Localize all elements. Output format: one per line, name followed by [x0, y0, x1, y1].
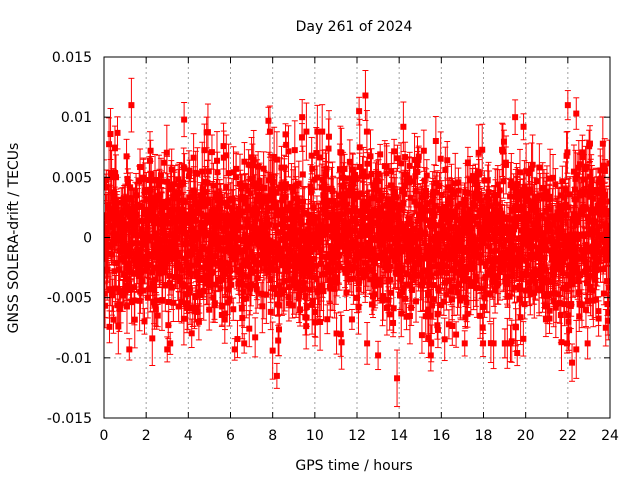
y-tick-label: 0: [83, 231, 92, 247]
data-point: [360, 146, 367, 197]
y-tick-label: -0.01: [56, 351, 92, 367]
data-point: [233, 151, 240, 187]
x-tick-label: 0: [100, 428, 109, 444]
data-point: [573, 319, 580, 379]
data-point: [512, 99, 519, 135]
data-point: [126, 338, 133, 361]
data-point: [114, 116, 121, 150]
data-point: [420, 129, 427, 172]
data-point: [141, 308, 148, 335]
data-point: [573, 97, 580, 130]
x-tick-label: 12: [348, 428, 366, 444]
data-point: [273, 362, 280, 389]
data-point: [479, 123, 486, 176]
data-point: [154, 303, 161, 328]
data-point: [362, 70, 369, 122]
data-point: [188, 318, 195, 349]
y-tick-label: 0.005: [52, 170, 92, 186]
x-tick-label: 2: [142, 428, 151, 444]
data-point: [383, 280, 390, 336]
data-point: [563, 131, 570, 181]
x-tick-label: 8: [268, 428, 277, 444]
x-tick-label: 4: [184, 428, 193, 444]
data-point: [128, 77, 135, 133]
x-tick-label: 10: [306, 428, 324, 444]
data-point: [375, 340, 382, 371]
data-point: [564, 90, 571, 121]
x-tick-label: 24: [601, 428, 619, 444]
data-series: [104, 70, 610, 408]
data-point: [418, 316, 425, 354]
data-point: [119, 278, 126, 312]
x-tick-label: 14: [390, 428, 408, 444]
data-point: [337, 311, 344, 357]
y-tick-label: -0.005: [47, 291, 92, 307]
x-tick-label: 22: [559, 428, 577, 444]
y-tick-label: -0.015: [47, 411, 92, 427]
data-point: [208, 134, 215, 170]
data-point: [206, 288, 213, 331]
data-point: [324, 304, 331, 335]
x-tick-label: 6: [226, 428, 235, 444]
y-tick-label: 0.01: [61, 110, 92, 126]
data-point: [269, 321, 276, 380]
chart-title: Day 261 of 2024: [296, 19, 413, 35]
data-point: [434, 311, 441, 349]
data-point: [356, 96, 363, 126]
data-point: [259, 279, 266, 334]
data-point: [266, 105, 273, 158]
y-axis-label: GNSS SOLERA-drift / TECUs: [6, 143, 22, 334]
data-point: [282, 123, 289, 146]
data-point: [584, 327, 591, 360]
data-point: [586, 125, 593, 163]
data-point: [461, 330, 468, 357]
x-tick-label: 16: [432, 428, 450, 444]
y-tick-label: 0.015: [52, 50, 92, 66]
data-point: [595, 300, 602, 337]
data-point: [252, 317, 259, 358]
data-point: [147, 139, 154, 162]
data-point: [499, 123, 506, 180]
data-point: [480, 329, 487, 358]
data-point: [520, 321, 527, 357]
x-axis-label: GPS time / hours: [295, 458, 412, 474]
data-point: [490, 317, 497, 370]
x-tick-label: 20: [517, 428, 535, 444]
data-point: [338, 314, 345, 370]
x-tick-label: 18: [475, 428, 493, 444]
data-point: [181, 102, 188, 138]
